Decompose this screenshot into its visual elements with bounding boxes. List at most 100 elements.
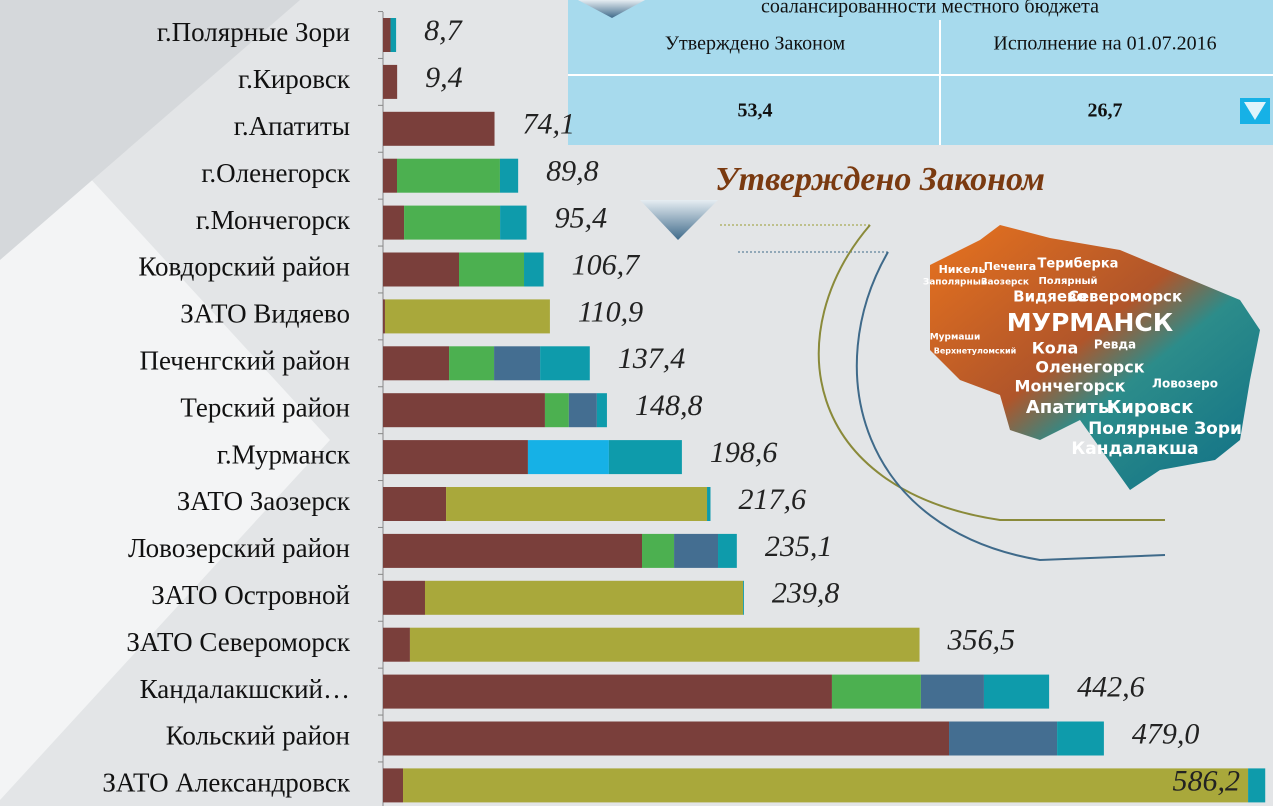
bar-segment (983, 674, 1050, 709)
heading: Утверждено Законом (715, 161, 1045, 198)
bar-segment (383, 580, 425, 615)
table-value: 26,7 (1088, 100, 1123, 122)
bar-segment (608, 440, 682, 475)
map-label: Североморск (1068, 288, 1182, 306)
map-label: Заозерск (981, 278, 1029, 288)
check-icon (1244, 102, 1266, 120)
bar-segment (642, 533, 675, 568)
bar-segment (383, 393, 545, 428)
map-label: Заполярный (923, 278, 987, 288)
category-label: Печенгский район (139, 346, 350, 376)
bar-segment (1248, 768, 1266, 803)
decor-shape (0, 80, 330, 800)
category-label: г.Полярные Зори (157, 17, 350, 47)
table-caption: соалансированности местного бюджета (761, 0, 1099, 18)
category-label: ЗАТО Североморск (126, 627, 350, 657)
map-label: Мурмаши (930, 333, 981, 343)
bar-segment (527, 440, 609, 475)
bar-segment (383, 346, 450, 381)
bar-segment (383, 299, 385, 334)
bar-segment (949, 721, 1058, 756)
total-label: 442,6 (1077, 670, 1145, 703)
total-label: 8,7 (424, 14, 464, 47)
map-label: Никель (939, 263, 986, 276)
category-label: г.Апатиты (234, 111, 350, 141)
bar-segment (383, 674, 832, 709)
decor-arc (817, 224, 1165, 521)
map-label: Кола (1032, 339, 1079, 358)
map-label: Кандалакша (1071, 439, 1198, 459)
total-label: 74,1 (523, 108, 576, 141)
bar-segment (718, 533, 737, 568)
map-label: Кировск (1107, 397, 1194, 418)
decor-triangle (640, 200, 718, 240)
map-label: Териберка (1038, 257, 1119, 272)
table-panel (568, 0, 1273, 145)
category-label: Ковдорский район (138, 252, 350, 282)
category-label: Кандалакшский… (140, 674, 350, 704)
map-label: Оленегорск (1035, 358, 1144, 377)
map-label: Ловозеро (1152, 377, 1218, 391)
bar-segment (403, 768, 1249, 803)
total-label: 95,4 (555, 201, 608, 234)
map-label: Верхнетуломский (934, 347, 1017, 356)
total-label: 586,2 (1173, 764, 1241, 797)
map-label: Полярные Зори (1088, 419, 1242, 439)
bar-segment (494, 346, 541, 381)
bar-segment (409, 627, 920, 662)
bar-segment (383, 721, 950, 756)
map-label: МУРМАНСК (1007, 308, 1174, 337)
bar-segment (742, 580, 744, 615)
map-label: Апатиты (1026, 397, 1114, 418)
bar-segment (383, 440, 528, 475)
total-label: 9,4 (425, 61, 463, 94)
bar-segment (383, 158, 397, 193)
bar-segment (674, 533, 719, 568)
total-label: 239,8 (772, 577, 840, 610)
bar-segment (424, 580, 743, 615)
map-label: Ревда (1094, 338, 1136, 352)
bar-segment (383, 533, 643, 568)
bar-segment (404, 205, 501, 240)
total-label: 356,5 (947, 624, 1016, 657)
category-label: г.Мурманск (217, 439, 351, 469)
bar-segment (396, 158, 500, 193)
bar-segment (383, 252, 460, 287)
table-header: Исполнение на 01.07.2016 (993, 33, 1216, 55)
decor-triangle (578, 0, 645, 18)
total-label: 198,6 (710, 436, 778, 469)
category-label: ЗАТО Александровск (102, 768, 350, 798)
category-label: ЗАТО Видяево (180, 299, 350, 329)
total-label: 89,8 (546, 155, 599, 188)
map-shape (930, 225, 1260, 490)
bar-segment (524, 252, 544, 287)
map-label: Видяево (1013, 288, 1087, 306)
bar-segment (500, 205, 527, 240)
bar-segment (459, 252, 525, 287)
bar-segment (596, 393, 607, 428)
table-header: Утверждено Законом (665, 33, 846, 55)
bar-segment (383, 64, 398, 99)
bar-segment (383, 768, 404, 803)
table-value: 53,4 (738, 100, 773, 122)
bar-segment (540, 346, 590, 381)
bar-segment (831, 674, 921, 709)
total-label: 148,8 (635, 389, 703, 422)
category-label: г.Кировск (238, 64, 351, 94)
bar-segment (920, 674, 984, 709)
bar-segment (390, 18, 397, 52)
bar-segment (384, 299, 550, 334)
total-label: 110,9 (578, 295, 643, 328)
category-label: Кольский район (166, 721, 350, 751)
bar-segment (544, 393, 569, 428)
total-label: 106,7 (572, 248, 642, 281)
bar-segment (383, 627, 410, 662)
map-label: Мончегорск (1015, 377, 1126, 396)
map-label: Полярный (1038, 276, 1097, 287)
total-label: 479,0 (1132, 717, 1200, 750)
decor-arc (855, 251, 1166, 562)
bar-segment (446, 487, 708, 521)
bar-segment (383, 18, 391, 52)
category-label: Ловозерский район (128, 533, 350, 563)
